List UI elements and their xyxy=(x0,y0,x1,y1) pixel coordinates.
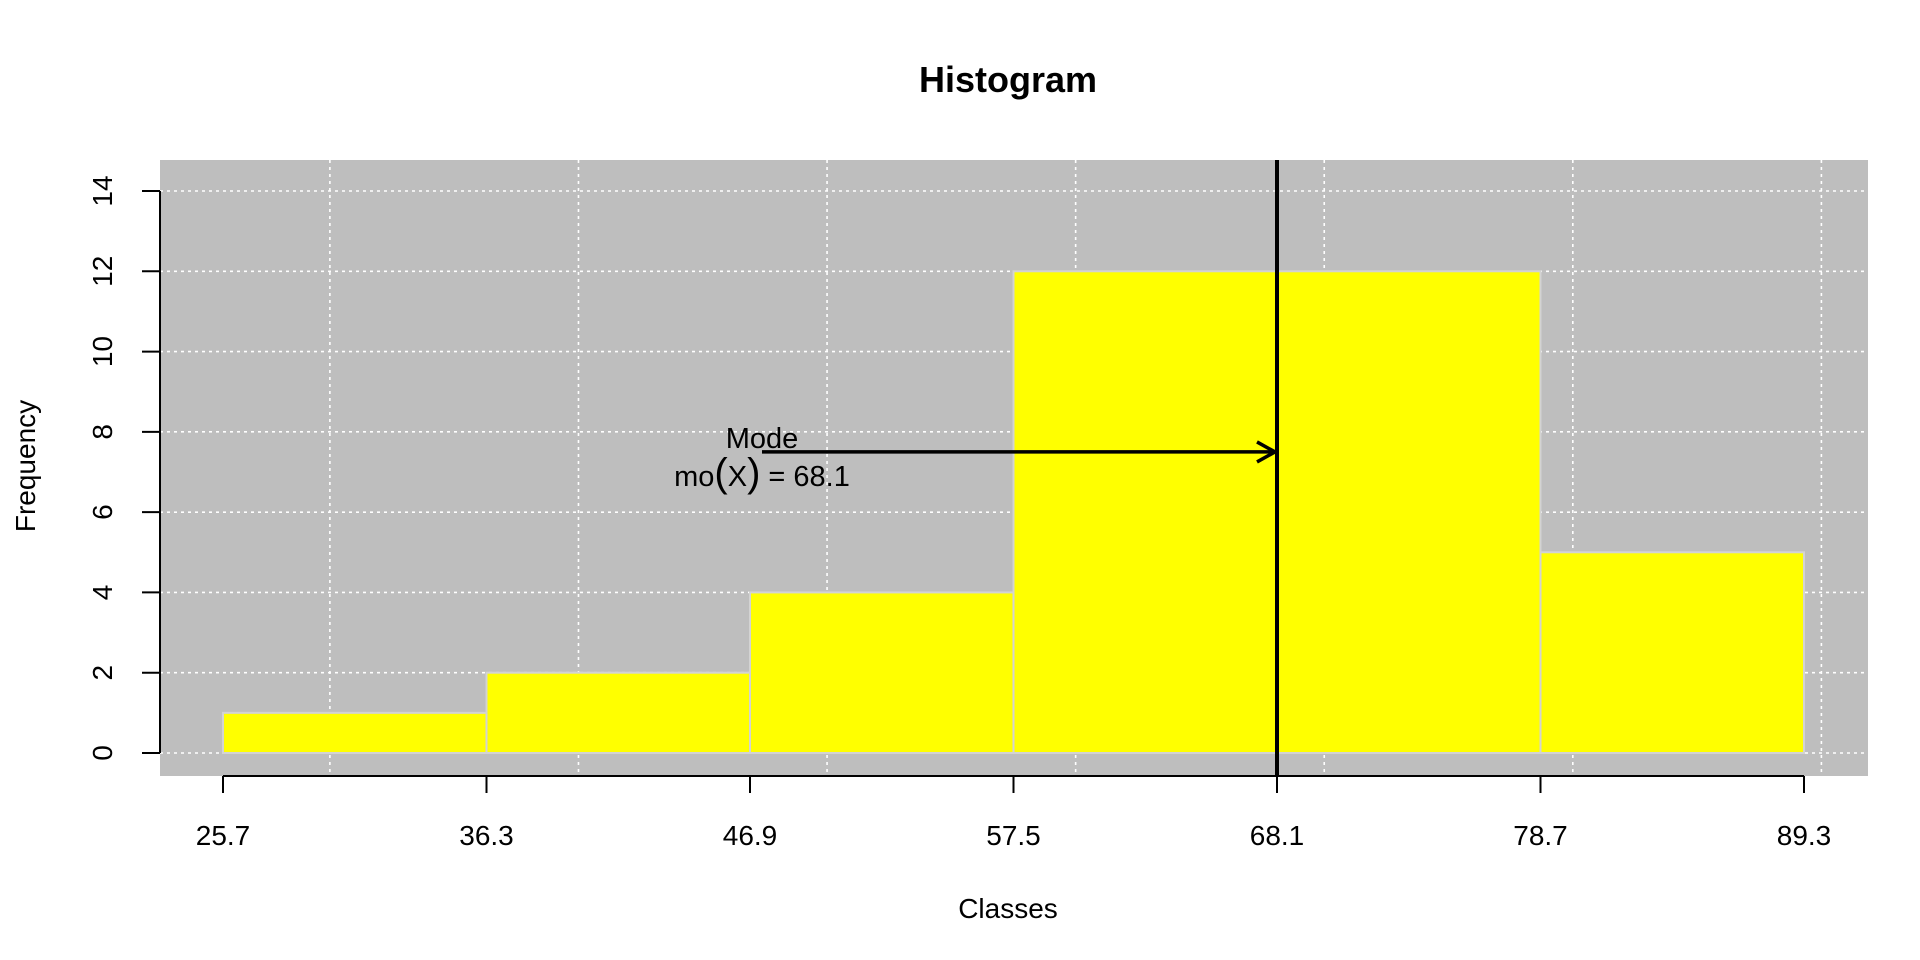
x-tick-label-5: 78.7 xyxy=(1513,820,1568,851)
x-tick-label-6: 89.3 xyxy=(1777,820,1832,851)
histogram-bar-4 xyxy=(1012,270,1278,754)
mode-formula-prefix: mo xyxy=(674,461,714,493)
x-tick-label-3: 57.5 xyxy=(986,820,1041,851)
histogram-bar-2 xyxy=(485,671,751,755)
y-tick-label-6: 12 xyxy=(87,256,118,287)
y-axis-label: Frequency xyxy=(10,400,41,532)
x-tick-label-4: 68.1 xyxy=(1250,820,1305,851)
chart-title: Histogram xyxy=(919,59,1097,100)
x-axis-label: Classes xyxy=(958,893,1058,924)
axes: 0 2 4 6 8 10 12 14 25.7 36.3 46.9 57.5 68.1 78.7 89.3 xyxy=(87,175,1831,851)
x-tick-label-0: 25.7 xyxy=(196,820,251,851)
y-tick-label-4: 8 xyxy=(87,424,118,440)
bars xyxy=(222,270,1805,755)
y-tick-label-7: 14 xyxy=(87,175,118,206)
histogram-bar-6 xyxy=(1539,551,1805,754)
mode-formula: mo(X) = 68.1 xyxy=(674,451,850,495)
mode-arrow-head xyxy=(1256,440,1279,464)
mode-formula-variable: X xyxy=(728,461,747,493)
x-tick-label-1: 36.3 xyxy=(459,820,514,851)
histogram-bar-3 xyxy=(749,591,1015,755)
y-tick-label-3: 6 xyxy=(87,504,118,520)
mode-formula-suffix: = 68.1 xyxy=(768,461,849,493)
y-tick-label-0: 0 xyxy=(87,745,118,761)
mode-formula-close-paren: ) xyxy=(747,451,760,495)
y-tick-label-2: 4 xyxy=(87,585,118,601)
histogram-bar-5 xyxy=(1276,270,1542,754)
mode-formula-open-paren: ( xyxy=(714,451,728,495)
histogram-bar-1 xyxy=(222,711,488,754)
y-tick-label-1: 2 xyxy=(87,665,118,681)
mode-label: Mode xyxy=(726,423,799,455)
y-tick-label-5: 10 xyxy=(87,336,118,367)
x-tick-label-2: 46.9 xyxy=(723,820,778,851)
